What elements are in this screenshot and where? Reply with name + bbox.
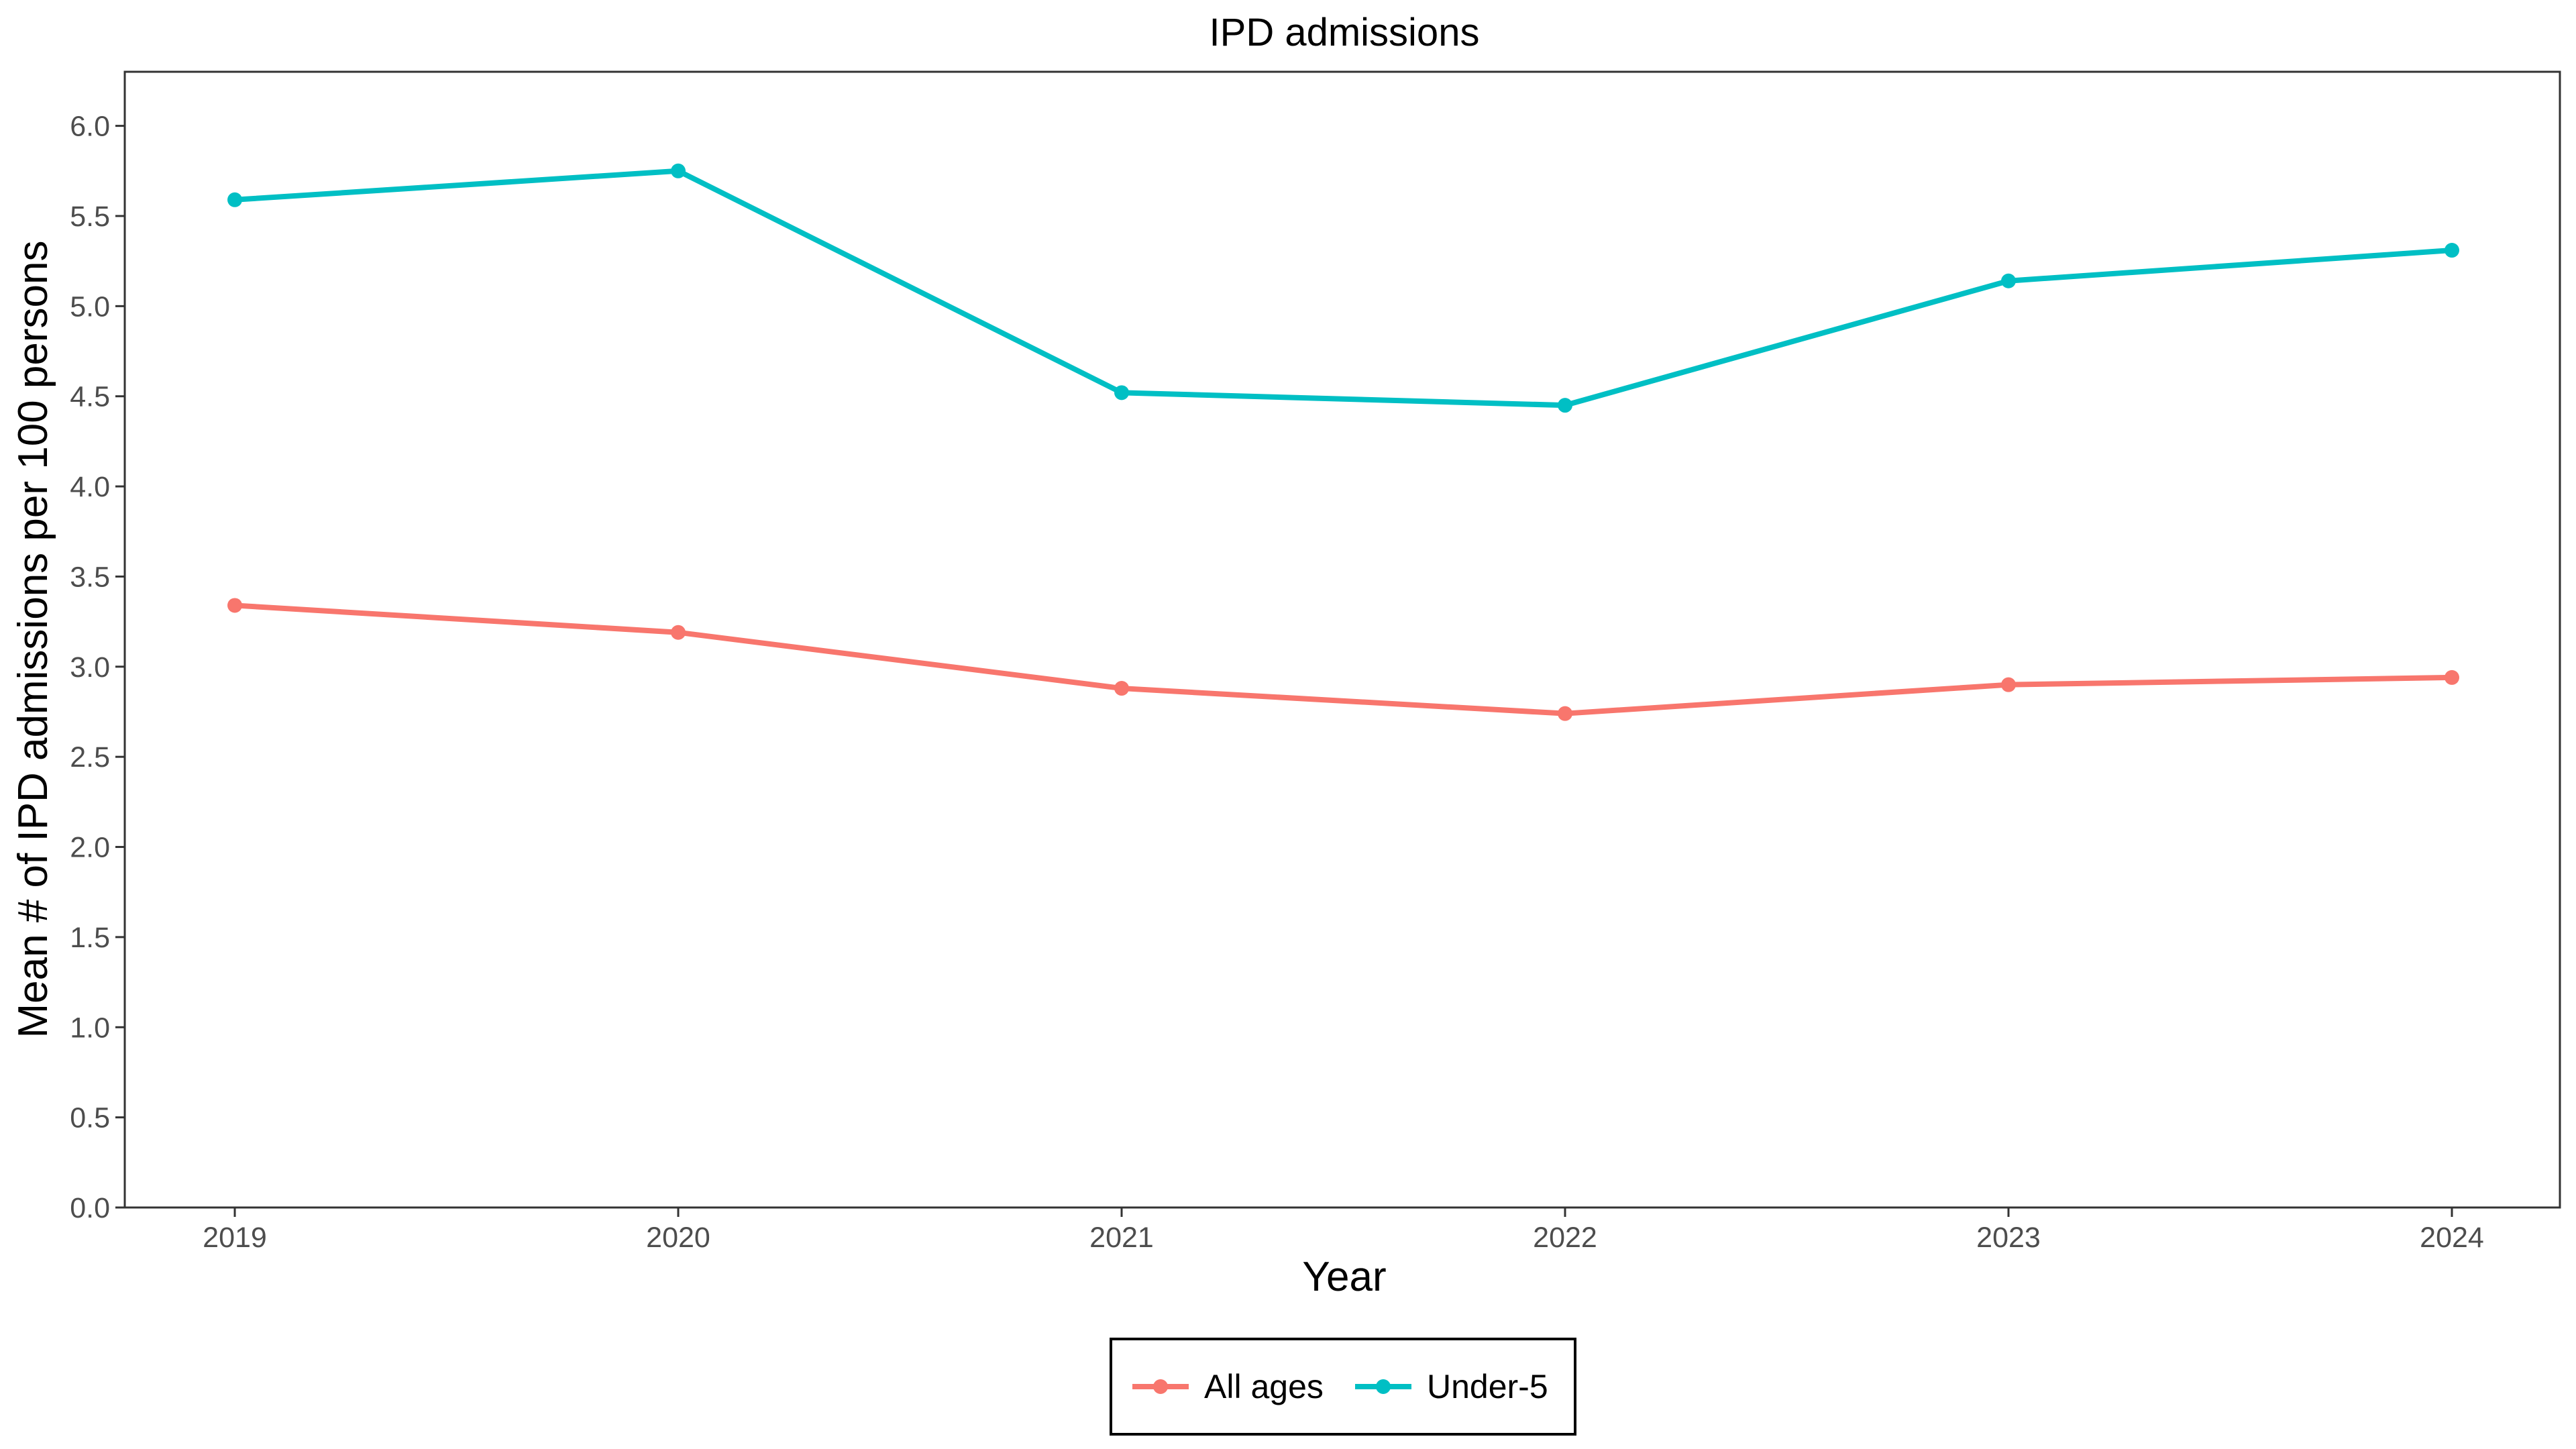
chart-title: IPD admissions <box>1210 11 1480 54</box>
y-tick-label: 0.0 <box>70 1192 110 1224</box>
data-point-under-5 <box>2445 243 2459 258</box>
data-point-under-5 <box>2001 273 2016 288</box>
x-tick-label: 2019 <box>203 1222 267 1254</box>
y-tick-label: 1.0 <box>70 1012 110 1044</box>
y-tick-label: 5.0 <box>70 290 110 323</box>
data-point-all-ages <box>1558 706 1572 721</box>
legend-label: All ages <box>1204 1368 1324 1405</box>
y-tick-label: 4.5 <box>70 381 110 413</box>
legend-key-point <box>1153 1379 1168 1394</box>
x-tick-label: 2020 <box>646 1222 710 1254</box>
data-point-all-ages <box>1114 681 1129 696</box>
y-tick-label: 4.0 <box>70 471 110 503</box>
legend-label: Under-5 <box>1427 1368 1548 1405</box>
data-point-all-ages <box>2445 669 2459 685</box>
x-tick-label: 2022 <box>1533 1222 1597 1254</box>
data-point-under-5 <box>227 192 242 207</box>
legend: All ages Under-5 <box>1110 1338 1576 1436</box>
data-point-under-5 <box>1114 385 1129 400</box>
y-axis-title: Mean # of IPD admissions per 100 persons <box>10 241 56 1038</box>
x-axis-title: Year <box>1302 1254 1386 1300</box>
y-tick-label: 2.0 <box>70 832 110 864</box>
y-tick-label: 3.5 <box>70 561 110 593</box>
y-tick-label: 0.5 <box>70 1102 110 1134</box>
plot-panel-border <box>123 70 2561 1209</box>
plot-area: 0.0 0.5 1.0 1.5 2.0 2.5 3.0 3.5 4.0 4.5 5.0 5.5 6.0 2… <box>70 70 2561 1254</box>
data-point-under-5 <box>1558 398 1572 413</box>
y-tick-label: 2.5 <box>70 741 110 773</box>
data-point-under-5 <box>671 163 686 178</box>
y-tick-label: 1.5 <box>70 922 110 954</box>
y-tick-label: 5.5 <box>70 201 110 233</box>
x-tick-label: 2021 <box>1089 1222 1154 1254</box>
data-point-all-ages <box>671 625 686 640</box>
y-tick-label: 6.0 <box>70 111 110 143</box>
legend-key-point <box>1376 1379 1391 1394</box>
x-tick-label: 2023 <box>1976 1222 2041 1254</box>
x-tick-label: 2024 <box>2420 1222 2484 1254</box>
y-tick-label: 3.0 <box>70 651 110 684</box>
series-line-all-ages <box>234 602 2453 716</box>
series-line-under-5 <box>234 168 2453 409</box>
data-point-all-ages <box>227 598 242 613</box>
data-point-all-ages <box>2001 677 2016 692</box>
